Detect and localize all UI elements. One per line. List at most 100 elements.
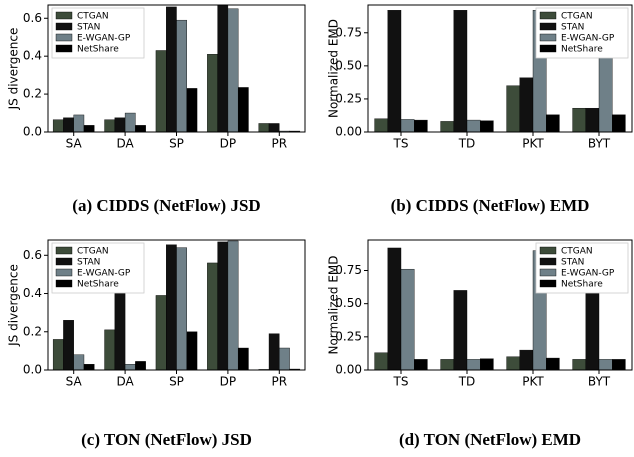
legend-label: STAN [561, 23, 584, 33]
bar [480, 120, 494, 133]
legend-label: E-WGAN-GP [561, 269, 615, 279]
bar [400, 119, 415, 133]
bar [258, 123, 270, 133]
x-tick-label: DA [116, 137, 134, 151]
bar [519, 77, 534, 133]
y-tick-label: 0.2 [23, 87, 42, 101]
plot-frame [367, 239, 633, 371]
bar [546, 114, 560, 133]
x-tick-label: SP [169, 137, 184, 151]
legend-label: NetShare [561, 45, 603, 55]
x-tick-label: PR [272, 137, 288, 151]
bar [63, 320, 74, 371]
legend-label: STAN [77, 23, 100, 33]
legend-label: CTGAN [561, 12, 593, 22]
legend-swatch [55, 44, 73, 53]
plot-frame [367, 4, 633, 133]
legend-label: NetShare [77, 280, 119, 290]
y-tick-label: 0.25 [335, 91, 362, 105]
bar [166, 244, 177, 371]
bar [414, 359, 428, 371]
bar [114, 283, 126, 371]
legend-label: CTGAN [561, 247, 593, 257]
legend-swatch [55, 11, 73, 20]
bar [73, 354, 85, 371]
y-tick-label: 0.50 [335, 296, 362, 310]
legend-swatch [539, 246, 557, 255]
x-tick-label: BYT [588, 137, 611, 151]
bar [440, 121, 455, 133]
bar [519, 349, 534, 371]
bar [186, 331, 198, 371]
y-tick-label: 0.75 [335, 25, 362, 39]
bar [227, 240, 239, 371]
y-axis-label: JS divergence [7, 264, 21, 347]
x-tick-label: TS [393, 137, 409, 151]
bar [217, 4, 229, 133]
x-tick-label: TD [458, 375, 476, 389]
bar [268, 123, 280, 133]
bar [155, 295, 167, 371]
caption: (c) TON (NetFlow) JSD [81, 430, 252, 449]
x-tick-label: SA [66, 375, 83, 389]
bar [114, 117, 126, 133]
x-tick-label: TS [393, 375, 409, 389]
y-tick-label: 0.00 [335, 363, 362, 377]
bar [612, 114, 626, 133]
legend-swatch [55, 246, 73, 255]
bar [598, 359, 613, 371]
bar [387, 247, 402, 371]
legend-label: E-WGAN-GP [77, 34, 131, 44]
bar [52, 119, 64, 133]
x-tick-label: SP [169, 375, 184, 389]
bar [237, 347, 249, 371]
bar [506, 85, 521, 133]
legend-swatch [55, 22, 73, 31]
bar [227, 8, 239, 133]
legend-label: NetShare [77, 45, 119, 55]
y-tick-label: 0.0 [23, 125, 42, 139]
bar [440, 359, 455, 371]
bar [612, 359, 626, 371]
legend-swatch [539, 257, 557, 266]
caption: (d) TON (NetFlow) EMD [399, 430, 581, 449]
x-tick-label: DP [220, 375, 236, 389]
legend-swatch [55, 257, 73, 266]
bar [572, 107, 586, 133]
caption: (b) CIDDS (NetFlow) EMD [391, 196, 590, 215]
legend-swatch [539, 279, 557, 288]
bar [166, 6, 177, 133]
bar [155, 50, 167, 133]
y-tick-label: 0.50 [335, 58, 362, 72]
legend-label: STAN [77, 258, 100, 268]
legend-label: CTGAN [77, 247, 109, 257]
legend-label: E-WGAN-GP [561, 34, 615, 44]
x-tick-label: DA [116, 375, 134, 389]
bar [104, 329, 116, 371]
legend-swatch [55, 268, 73, 277]
legend-label: E-WGAN-GP [77, 269, 131, 279]
bar [124, 364, 136, 371]
legend-swatch [55, 33, 73, 42]
x-tick-label: SA [66, 137, 83, 151]
bar [400, 268, 415, 371]
bar [585, 107, 600, 133]
bar [414, 119, 428, 133]
bar [480, 358, 494, 371]
caption: (a) CIDDS (NetFlow) JSD [72, 196, 260, 215]
bar [52, 339, 64, 371]
legend-swatch [539, 268, 557, 277]
y-tick-label: 0.2 [23, 324, 42, 338]
bar [466, 359, 481, 371]
bar [207, 54, 218, 133]
x-tick-label: TD [458, 137, 476, 151]
bar [135, 361, 146, 371]
legend-label: STAN [561, 258, 584, 268]
bar [237, 87, 249, 133]
y-axis-label: JS divergence [7, 28, 21, 111]
bar [374, 118, 389, 133]
y-tick-label: 0.0 [23, 363, 42, 377]
bar [453, 290, 468, 371]
plot-frame [47, 4, 306, 133]
